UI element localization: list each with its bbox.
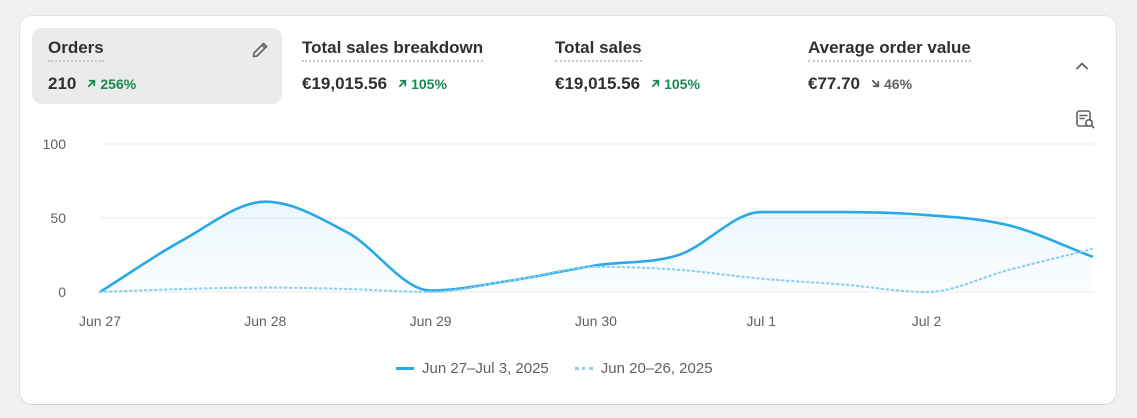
legend-item-current[interactable]: Jun 27–Jul 3, 2025 (396, 360, 549, 377)
delta-text: 105% (411, 75, 447, 92)
x-tick-label: Jul 1 (746, 313, 776, 329)
metric-value: €77.70 (808, 74, 860, 93)
metric-title[interactable]: Total sales breakdown (302, 38, 484, 62)
x-tick-label: Jun 30 (575, 313, 617, 329)
y-tick-label: 100 (43, 136, 67, 152)
magnify-report-icon[interactable] (1074, 108, 1096, 130)
pencil-icon[interactable] (250, 40, 270, 60)
delta-text: 105% (664, 75, 700, 92)
x-tick-label: Jun 29 (410, 313, 452, 329)
chart-legend: Jun 27–Jul 3, 2025 Jun 20–26, 2025 (396, 360, 713, 377)
metric-value: €19,015.56 (302, 74, 388, 93)
x-tick-label: Jun 27 (79, 313, 121, 329)
arrow-up-right-icon (88, 79, 96, 88)
delta-text: 46% (884, 75, 913, 92)
legend-swatch-solid (396, 367, 414, 370)
x-tick-label: Jun 28 (244, 313, 286, 329)
legend-swatch-dotted (574, 367, 593, 370)
metric-value: 210 (48, 74, 77, 93)
series-line-current[interactable] (98, 200, 1094, 294)
delta-badge: 256% (86, 76, 136, 92)
chevron-up-icon[interactable] (1072, 56, 1092, 76)
x-tick-label: Jul 2 (912, 313, 942, 329)
metric-title[interactable]: Average order value (808, 38, 971, 62)
orders-line-chart: 100 50 0 Jun 27 Jun 28 Jun 29 Jun 30 Jul 1 Jul 2 (43, 136, 1094, 329)
legend-label: Jun 27–Jul 3, 2025 (422, 360, 549, 377)
delta-text: 256% (100, 75, 137, 92)
y-tick-label: 0 (58, 284, 66, 300)
legend-label: Jun 20–26, 2025 (600, 360, 713, 377)
delta-badge: 105% (650, 76, 700, 92)
metric-total-sales-breakdown[interactable]: Total sales breakdown €19,015.56 105% (286, 28, 536, 104)
metric-title[interactable]: Orders (48, 38, 104, 62)
analytics-card: Orders 210 256% Total sales breakdown €1… (20, 16, 1116, 404)
metric-total-sales[interactable]: Total sales €19,015.56 105% (539, 28, 789, 104)
y-tick-label: 50 (50, 210, 66, 226)
delta-badge: 105% (397, 76, 447, 92)
arrow-up-right-icon (398, 79, 407, 88)
series-area (100, 201, 1092, 292)
legend-item-previous[interactable]: Jun 20–26, 2025 (574, 360, 713, 377)
series-line-previous[interactable] (98, 247, 1093, 294)
arrow-up-right-icon (651, 79, 660, 88)
arrow-down-right-icon (871, 79, 880, 88)
metric-average-order-value[interactable]: Average order value €77.70 46% (792, 28, 1042, 104)
metric-orders[interactable]: Orders 210 256% (32, 28, 282, 104)
metric-value: €19,015.56 (555, 74, 641, 93)
metric-title[interactable]: Total sales (555, 38, 642, 62)
delta-badge: 46% (870, 76, 912, 92)
